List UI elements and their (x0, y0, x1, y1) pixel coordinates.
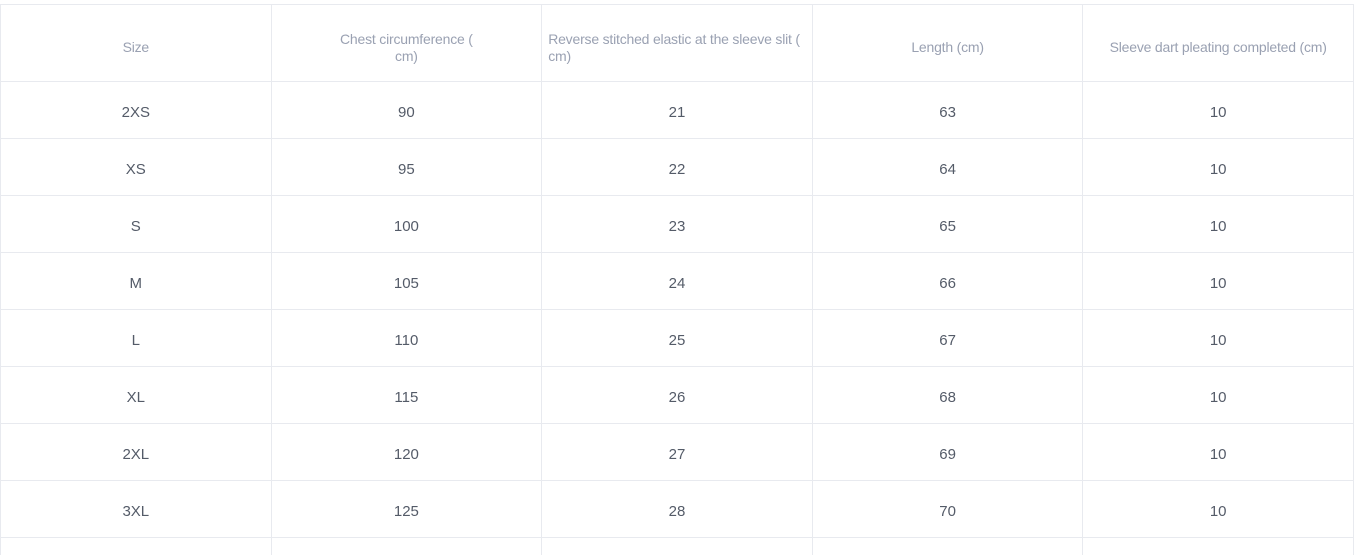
cell-sleeve-dart: 10 (1082, 423, 1354, 481)
cell-sleeve-slit: 22 (541, 138, 813, 196)
column-header-sleeve-dart-pleating: Sleeve dart pleating completed (cm) (1082, 4, 1354, 82)
cell-length: 63 (811, 81, 1084, 139)
cell-size: 3XL (0, 480, 272, 538)
table-header-row: Size Chest circumference ( cm) Reverse s… (0, 4, 1354, 82)
cell-length: 71 (811, 537, 1084, 555)
cell-length: 70 (811, 480, 1084, 538)
cell-size: M (0, 252, 272, 310)
cell-size: 2XS (0, 81, 272, 139)
cell-sleeve-dart: 10 (1082, 480, 1354, 538)
cell-sleeve-dart: 10 (1082, 138, 1354, 196)
table-row-2xl: 2XL 120 27 69 10 (0, 423, 1354, 481)
cell-length: 64 (811, 138, 1084, 196)
cell-length: 65 (811, 195, 1084, 253)
cell-chest: 130 (270, 537, 543, 555)
cell-sleeve-slit: 23 (541, 195, 813, 253)
cell-sleeve-slit: 27 (541, 423, 813, 481)
cell-sleeve-slit: 29 (541, 537, 813, 555)
cell-sleeve-dart: 10 (1082, 366, 1354, 424)
cell-length: 67 (811, 309, 1084, 367)
cell-length: 69 (811, 423, 1084, 481)
table-body: 2XS 90 21 63 10 XS 95 22 64 10 S 100 23 … (0, 81, 1354, 555)
column-header-length: Length (cm) (811, 4, 1084, 82)
cell-size: 2XL (0, 423, 272, 481)
cell-chest: 105 (270, 252, 543, 310)
cell-sleeve-dart: 10 (1082, 309, 1354, 367)
cell-size: XS (0, 138, 272, 196)
cell-sleeve-dart: 10 (1082, 537, 1354, 555)
cell-chest: 115 (270, 366, 543, 424)
table-row-l: L 110 25 67 10 (0, 309, 1354, 367)
cell-size: L (0, 309, 272, 367)
cell-sleeve-dart: 10 (1082, 195, 1354, 253)
cell-size: XL (0, 366, 272, 424)
cell-chest: 90 (270, 81, 543, 139)
cell-chest: 125 (270, 480, 543, 538)
column-header-chest-circumference: Chest circumference ( cm) (270, 4, 543, 82)
cell-sleeve-dart: 10 (1082, 252, 1354, 310)
size-chart-table: Size Chest circumference ( cm) Reverse s… (0, 4, 1354, 555)
cell-sleeve-slit: 21 (541, 81, 813, 139)
cell-sleeve-slit: 25 (541, 309, 813, 367)
table-row-2xs: 2XS 90 21 63 10 (0, 81, 1354, 139)
cell-size: S (0, 195, 272, 253)
table-row-3xl: 3XL 125 28 70 10 (0, 480, 1354, 538)
cell-sleeve-slit: 26 (541, 366, 813, 424)
table-row-4xl: 4XL 130 29 71 10 (0, 537, 1354, 555)
table-row-s: S 100 23 65 10 (0, 195, 1354, 253)
cell-chest: 110 (270, 309, 543, 367)
column-header-sleeve-slit-elastic: Reverse stitched elastic at the sleeve s… (541, 4, 813, 82)
table-row-xs: XS 95 22 64 10 (0, 138, 1354, 196)
table-row-xl: XL 115 26 68 10 (0, 366, 1354, 424)
table-row-m: M 105 24 66 10 (0, 252, 1354, 310)
table-header: Size Chest circumference ( cm) Reverse s… (0, 4, 1354, 82)
column-header-size: Size (0, 4, 272, 82)
cell-sleeve-dart: 10 (1082, 81, 1354, 139)
cell-chest: 100 (270, 195, 543, 253)
cell-sleeve-slit: 24 (541, 252, 813, 310)
cell-length: 68 (811, 366, 1084, 424)
cell-length: 66 (811, 252, 1084, 310)
cell-chest: 95 (270, 138, 543, 196)
cell-sleeve-slit: 28 (541, 480, 813, 538)
cell-chest: 120 (270, 423, 543, 481)
cell-size: 4XL (0, 537, 272, 555)
